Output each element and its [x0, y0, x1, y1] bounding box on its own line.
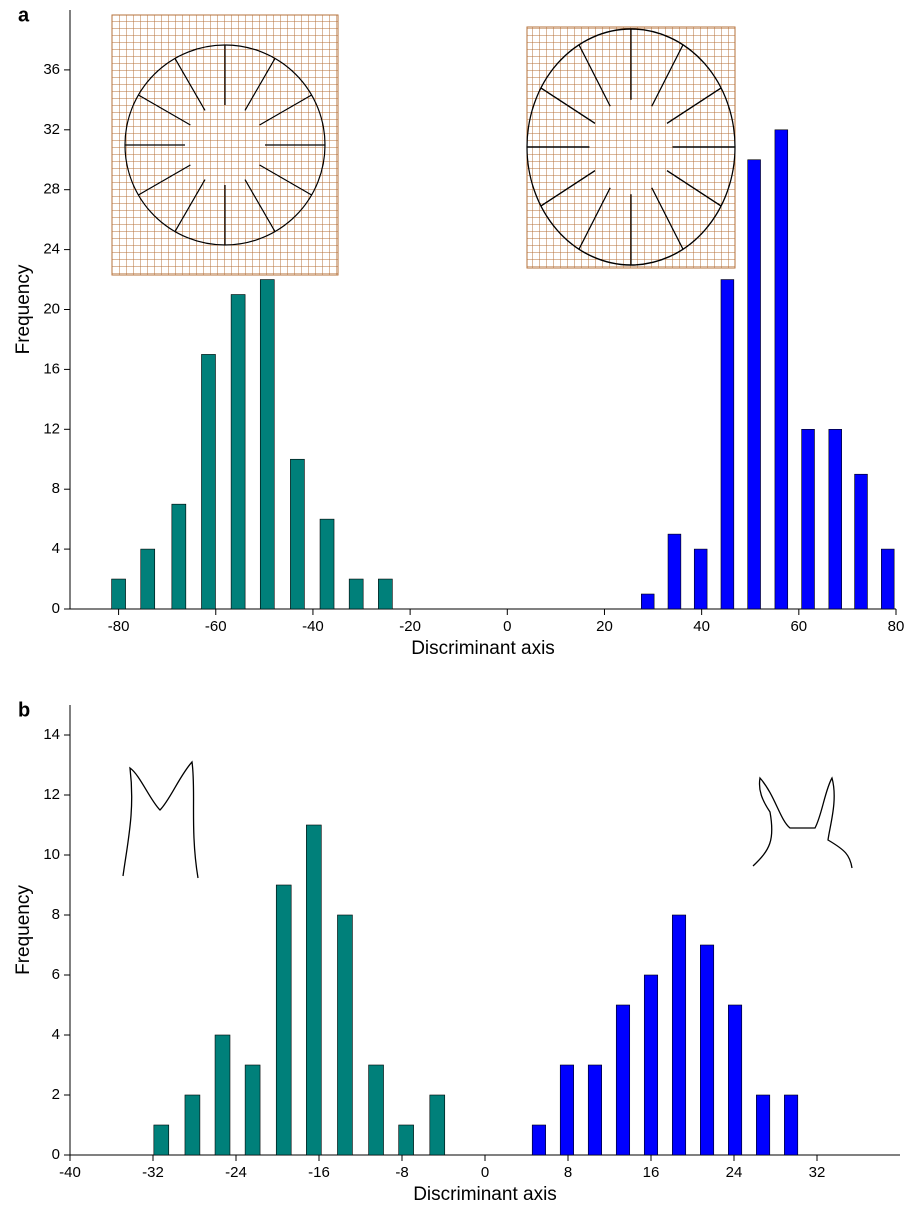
- bar: [111, 578, 126, 610]
- y-axis-label: Frequency: [13, 885, 34, 975]
- x-tick-label: 20: [596, 618, 613, 635]
- bar: [184, 1094, 201, 1156]
- bar: [700, 944, 715, 1156]
- x-tick-label: -40: [302, 618, 324, 635]
- y-tick-label: 28: [43, 181, 60, 198]
- bar: [774, 129, 789, 610]
- bar: [531, 1124, 546, 1156]
- bar: [214, 1034, 231, 1156]
- bar: [275, 884, 292, 1156]
- outline-left: [122, 760, 199, 879]
- bar: [587, 1064, 602, 1156]
- bar: [756, 1094, 771, 1156]
- bar: [378, 578, 393, 610]
- bar: [559, 1064, 574, 1156]
- y-tick-label: 0: [52, 600, 60, 617]
- y-tick-label: 12: [43, 786, 60, 803]
- x-tick-label: -60: [205, 618, 227, 635]
- y-tick-label: 4: [52, 540, 60, 557]
- bar: [643, 974, 659, 1156]
- x-tick-label: 80: [888, 618, 905, 635]
- x-tick-label: -16: [308, 1164, 330, 1181]
- deformation-grid-left: [111, 14, 339, 276]
- y-tick-label: 8: [52, 906, 60, 923]
- x-axis-label: Discriminant axis: [411, 638, 555, 659]
- y-tick-label: 12: [43, 420, 60, 437]
- y-tick-label: 16: [43, 360, 60, 377]
- panel-label: b: [18, 699, 30, 721]
- bar: [828, 428, 842, 610]
- bar: [348, 578, 364, 610]
- bar: [747, 159, 761, 610]
- x-tick-label: 0: [481, 1164, 489, 1181]
- bar: [728, 1004, 743, 1156]
- bar: [784, 1094, 799, 1156]
- x-tick-label: 40: [693, 618, 710, 635]
- deformation-grid-right: [526, 26, 736, 269]
- bar: [319, 518, 335, 610]
- x-tick-label: -8: [395, 1164, 408, 1181]
- x-tick-label: 0: [503, 618, 511, 635]
- bar: [641, 593, 655, 610]
- x-tick-label: 24: [726, 1164, 743, 1181]
- bar: [801, 428, 815, 610]
- outline-right: [752, 776, 853, 869]
- x-tick-label: 60: [790, 618, 807, 635]
- y-tick-label: 24: [43, 241, 60, 258]
- bar: [693, 548, 708, 610]
- y-tick-label: 20: [43, 300, 60, 317]
- bar: [244, 1064, 261, 1156]
- bar: [667, 533, 682, 610]
- bar: [854, 473, 868, 610]
- bar: [615, 1004, 631, 1156]
- y-tick-label: 0: [52, 1146, 60, 1163]
- y-tick-label: 6: [52, 966, 60, 983]
- y-tick-label: 8: [52, 480, 60, 497]
- bar: [259, 279, 275, 610]
- bar: [337, 914, 353, 1156]
- y-tick-label: 4: [52, 1026, 60, 1043]
- bar: [230, 294, 246, 610]
- x-tick-label: 32: [809, 1164, 826, 1181]
- x-tick-label: -80: [108, 618, 130, 635]
- y-tick-label: 10: [43, 846, 60, 863]
- panel-label: a: [18, 4, 30, 26]
- x-tick-label: -24: [225, 1164, 247, 1181]
- bar: [429, 1094, 446, 1156]
- x-axis-label: Discriminant axis: [413, 1184, 557, 1205]
- x-tick-label: -40: [59, 1164, 81, 1181]
- y-tick-label: 36: [43, 61, 60, 78]
- bar: [171, 503, 187, 610]
- bar: [140, 548, 156, 610]
- x-tick-label: -32: [142, 1164, 164, 1181]
- bar: [153, 1124, 170, 1156]
- bar: [368, 1064, 384, 1156]
- bar: [720, 279, 735, 610]
- bar: [306, 824, 322, 1156]
- bar: [881, 548, 895, 610]
- bar: [671, 914, 687, 1156]
- bar: [290, 458, 305, 610]
- x-tick-label: -20: [399, 618, 421, 635]
- x-tick-label: 16: [643, 1164, 660, 1181]
- y-axis-label: Frequency: [13, 264, 34, 354]
- y-tick-label: 2: [52, 1086, 60, 1103]
- x-tick-label: 8: [564, 1164, 572, 1181]
- y-tick-label: 32: [43, 121, 60, 138]
- y-tick-label: 14: [43, 726, 60, 743]
- bar: [398, 1124, 414, 1156]
- bar: [201, 354, 216, 610]
